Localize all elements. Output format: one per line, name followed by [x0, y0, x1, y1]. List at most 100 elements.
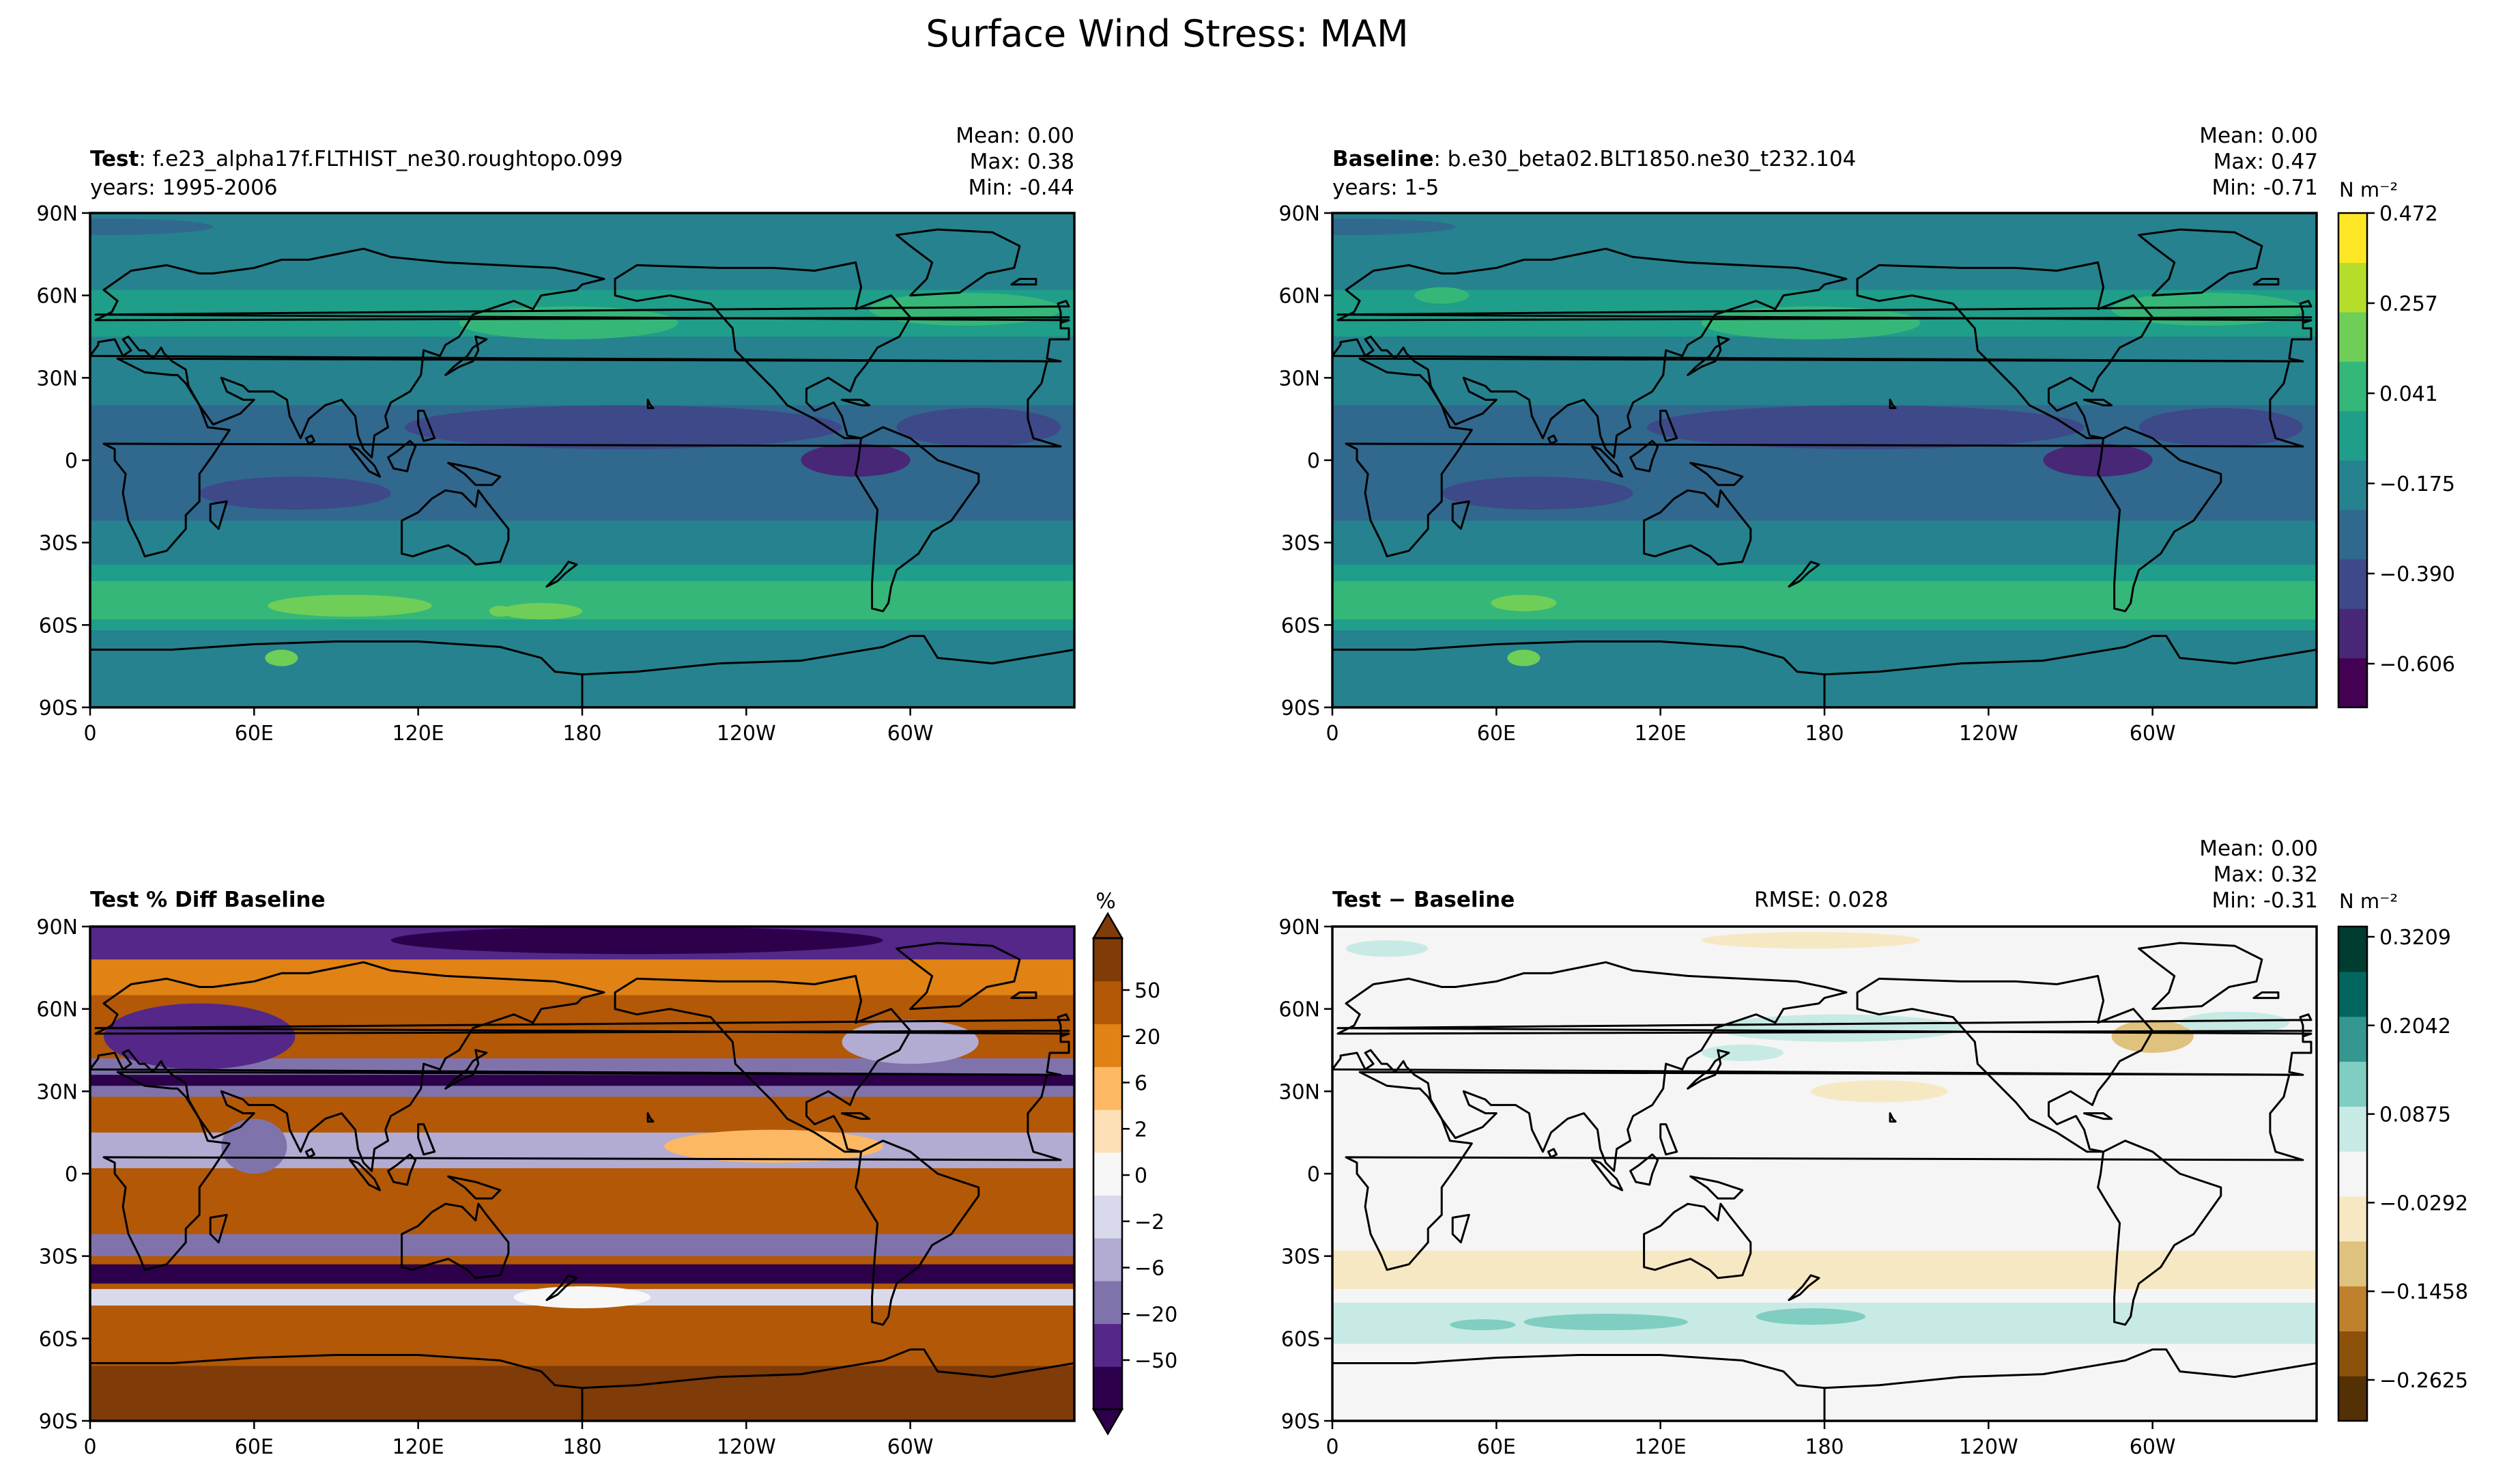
trade-wind-core-atlantic — [896, 408, 1061, 447]
coast-africa — [1345, 357, 2304, 558]
lat-tick-label: 90S — [1281, 696, 1320, 720]
coast-greenland — [2138, 228, 2263, 297]
panel-baseline-mean: Mean: 0.00 — [2199, 124, 2318, 148]
colorbar-unit-pct: % — [1096, 889, 1115, 914]
coast-sri-lanka — [1547, 1148, 1558, 1159]
pct-blob-east-pacific — [664, 1129, 883, 1163]
lon-tick-label: 0 — [83, 1435, 96, 1459]
pct-blob-europe — [104, 1003, 296, 1070]
colorbar-tick-label: 0.041 — [2379, 382, 2438, 406]
colorbar-tick-label: −0.2625 — [2379, 1369, 2468, 1393]
lon-tick-label: 120W — [717, 722, 776, 746]
lon-tick-label: 60W — [887, 1435, 934, 1459]
coast-north-america — [1856, 974, 2154, 1153]
coast-south-america — [855, 1140, 980, 1326]
colorbar-tick-label: 2 — [1134, 1118, 1147, 1142]
colorbar-segment — [2338, 311, 2367, 362]
colorbar-segment — [2338, 262, 2367, 313]
coast-sri-lanka — [304, 1148, 315, 1159]
field-contours — [1332, 213, 2317, 707]
diff-sh-max-c — [1756, 1308, 1866, 1325]
coastlines — [1331, 228, 2318, 709]
colorbar-tick-label: 0.472 — [2379, 202, 2438, 226]
colorbar-segment — [2338, 509, 2367, 560]
diff-nh-pacific-positive — [1715, 1014, 1962, 1042]
coast-north-america — [614, 974, 912, 1153]
lon-tick-label: 0 — [83, 722, 96, 746]
coast-sumatra — [349, 445, 382, 478]
coast-hawaii — [646, 1112, 655, 1123]
colorbar-tick-label: −50 — [1134, 1349, 1177, 1373]
easterly-core-east-pacific — [801, 443, 911, 477]
pct-sh-subtropics-core — [90, 1264, 1074, 1284]
map-frame — [1331, 212, 2318, 709]
lon-tick-label: 120W — [717, 1435, 776, 1459]
lat-tick-label: 90N — [36, 916, 78, 940]
pct-blob-sh-neutral — [513, 1286, 651, 1309]
panel-diff-min: Min: -0.31 — [2211, 888, 2318, 913]
pct-blob-arctic — [390, 927, 883, 955]
coast-cuba — [841, 399, 871, 407]
coast-south-america — [2097, 426, 2222, 612]
lat-tick-label: 90S — [39, 1410, 78, 1434]
panel-pct-diff: Test % Diff Baseline 90N 60N 30N 0 30S 60S 90S… — [36, 888, 1177, 1459]
colorbar-baseline: 0.472 0.257 0.041 −0.175 −0.390 −0.606 — [2337, 202, 2455, 709]
katabatic-max — [1507, 649, 1541, 666]
pct-blob-atlantic — [842, 1019, 979, 1064]
coast-sri-lanka — [304, 434, 315, 445]
lon-tick-label: 120E — [392, 722, 444, 746]
coast-cuba — [2083, 1112, 2113, 1120]
coast-japan — [444, 1049, 488, 1090]
panel-diff-mean: Mean: 0.00 — [2199, 836, 2318, 861]
panel-baseline-min: Min: -0.71 — [2211, 175, 2318, 200]
colorbar-tick-label: 0 — [1134, 1164, 1147, 1188]
nh-pacific-jet-core — [459, 306, 678, 340]
colorbar-segment — [1093, 938, 1122, 982]
lat-tick-label: 90N — [1278, 916, 1320, 940]
trade-wind-core-pacific — [1646, 405, 2085, 449]
coast-uk — [1336, 1013, 2313, 1038]
coast-australia — [1643, 1202, 1752, 1280]
colorbar-tick-label: 0.257 — [2379, 292, 2438, 316]
lon-tick-label: 60E — [1477, 722, 1516, 746]
panel-diff-rmse: RMSE: 0.028 — [1754, 888, 1889, 912]
lat-tick-label: 0 — [1307, 449, 1320, 473]
colorbar-segment — [2338, 1106, 2367, 1152]
diff-background — [1332, 927, 2317, 1421]
colorbar-segment — [1093, 1023, 1122, 1067]
colorbar-segment — [2338, 1061, 2367, 1107]
diff-sh-max-a — [1523, 1314, 1688, 1331]
colorbar-tick-label: −0.0292 — [2379, 1191, 2468, 1215]
colorbar-extend-min — [1091, 1408, 1124, 1436]
colorbar-segment — [2338, 460, 2367, 510]
colorbar-segment — [1093, 980, 1122, 1025]
panel-test: Test: f.e23_alpha17f.FLTHIST_ne30.rought… — [36, 124, 1076, 746]
colorbar-segment — [2338, 1016, 2367, 1062]
lat-tick-label: 0 — [65, 1163, 78, 1187]
lon-tick-label: 0 — [1326, 1435, 1338, 1459]
band-antarctic-coast — [90, 630, 1074, 658]
lat-tick-label: 30N — [36, 1080, 78, 1104]
lon-tick-label: 60W — [887, 722, 934, 746]
coast-eurasia — [89, 247, 1070, 459]
colorbar-tick-label: −0.390 — [2379, 563, 2455, 587]
coast-madagascar — [1451, 1213, 1470, 1244]
colorbar-unit-diff: N m⁻² — [2339, 890, 2398, 913]
lat-tick-label: 60N — [36, 998, 78, 1022]
lat-tick-label: 30N — [36, 367, 78, 391]
lon-tick-label: 120W — [1959, 722, 2018, 746]
coast-borneo — [1629, 440, 1659, 472]
coast-sumatra — [1591, 445, 1624, 478]
coast-new-zealand — [1788, 561, 1820, 588]
katabatic-max — [265, 649, 298, 666]
coast-greenland — [896, 228, 1021, 297]
coast-iceland — [1010, 278, 1037, 286]
field-contours — [90, 213, 1074, 707]
coast-australia — [1643, 489, 1752, 566]
colorbar-tick-label: 50 — [1134, 979, 1160, 1003]
sh-jet-max-c — [489, 606, 511, 617]
lat-tick-label: 30S — [1281, 532, 1320, 556]
colorbar-frame — [2337, 212, 2368, 709]
